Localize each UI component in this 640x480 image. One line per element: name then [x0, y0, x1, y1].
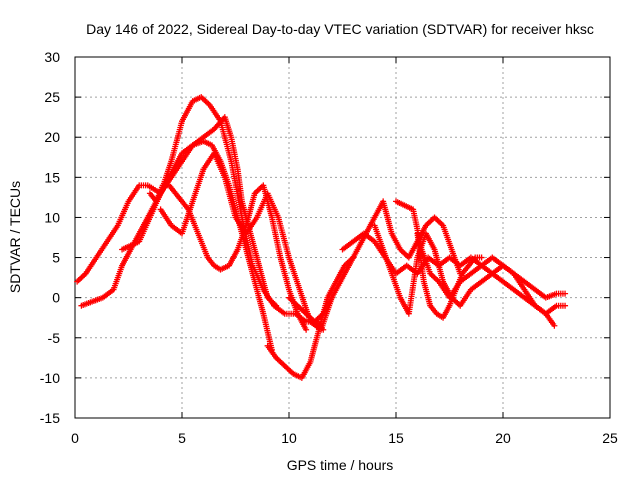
x-tick-label: 5 — [178, 430, 186, 446]
x-tick-label: 15 — [388, 430, 404, 446]
data-point — [562, 302, 569, 309]
tick-marks — [74, 56, 611, 419]
x-tick-labels: 0 5 10 15 20 25 — [71, 430, 618, 446]
y-tick-label: 15 — [44, 169, 60, 185]
data-point — [273, 302, 280, 309]
x-tick-label: 10 — [281, 430, 297, 446]
series-track-11 — [414, 230, 485, 321]
data-point — [562, 290, 569, 297]
y-tick-label: -10 — [40, 370, 60, 386]
data-point — [551, 322, 558, 329]
x-tick-label: 25 — [602, 430, 618, 446]
series-track-4 — [146, 182, 310, 333]
y-tick-label: -5 — [48, 330, 61, 346]
x-tick-label: 20 — [495, 430, 511, 446]
y-axis-label: SDTVAR / TECUs — [7, 181, 23, 293]
y-tick-label: 30 — [44, 49, 60, 65]
data-points — [74, 94, 569, 381]
chart-title: Day 146 of 2022, Sidereal Day-to-day VTE… — [86, 21, 594, 37]
y-tick-labels: -15 -10 -5 0 5 10 15 20 25 30 — [40, 49, 60, 426]
y-tick-label: -15 — [40, 410, 60, 426]
plot-frame — [74, 56, 611, 419]
y-tick-label: 0 — [52, 290, 60, 306]
x-tick-label: 0 — [71, 430, 79, 446]
y-tick-label: 10 — [44, 209, 60, 225]
y-tick-label: 20 — [44, 129, 60, 145]
data-point — [303, 326, 310, 333]
x-axis-label: GPS time / hours — [287, 457, 394, 473]
y-tick-label: 5 — [52, 250, 60, 266]
y-tick-label: 25 — [44, 89, 60, 105]
data-point — [478, 254, 485, 261]
